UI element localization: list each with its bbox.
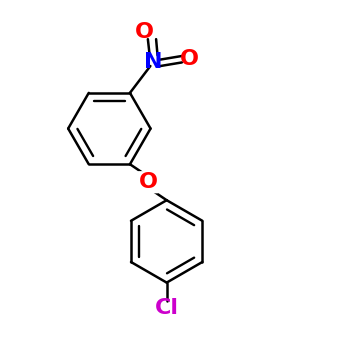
Text: O: O bbox=[139, 172, 158, 192]
Text: O: O bbox=[180, 49, 199, 69]
Text: Cl: Cl bbox=[155, 298, 179, 318]
Text: N: N bbox=[144, 52, 163, 73]
Text: O: O bbox=[135, 22, 154, 42]
